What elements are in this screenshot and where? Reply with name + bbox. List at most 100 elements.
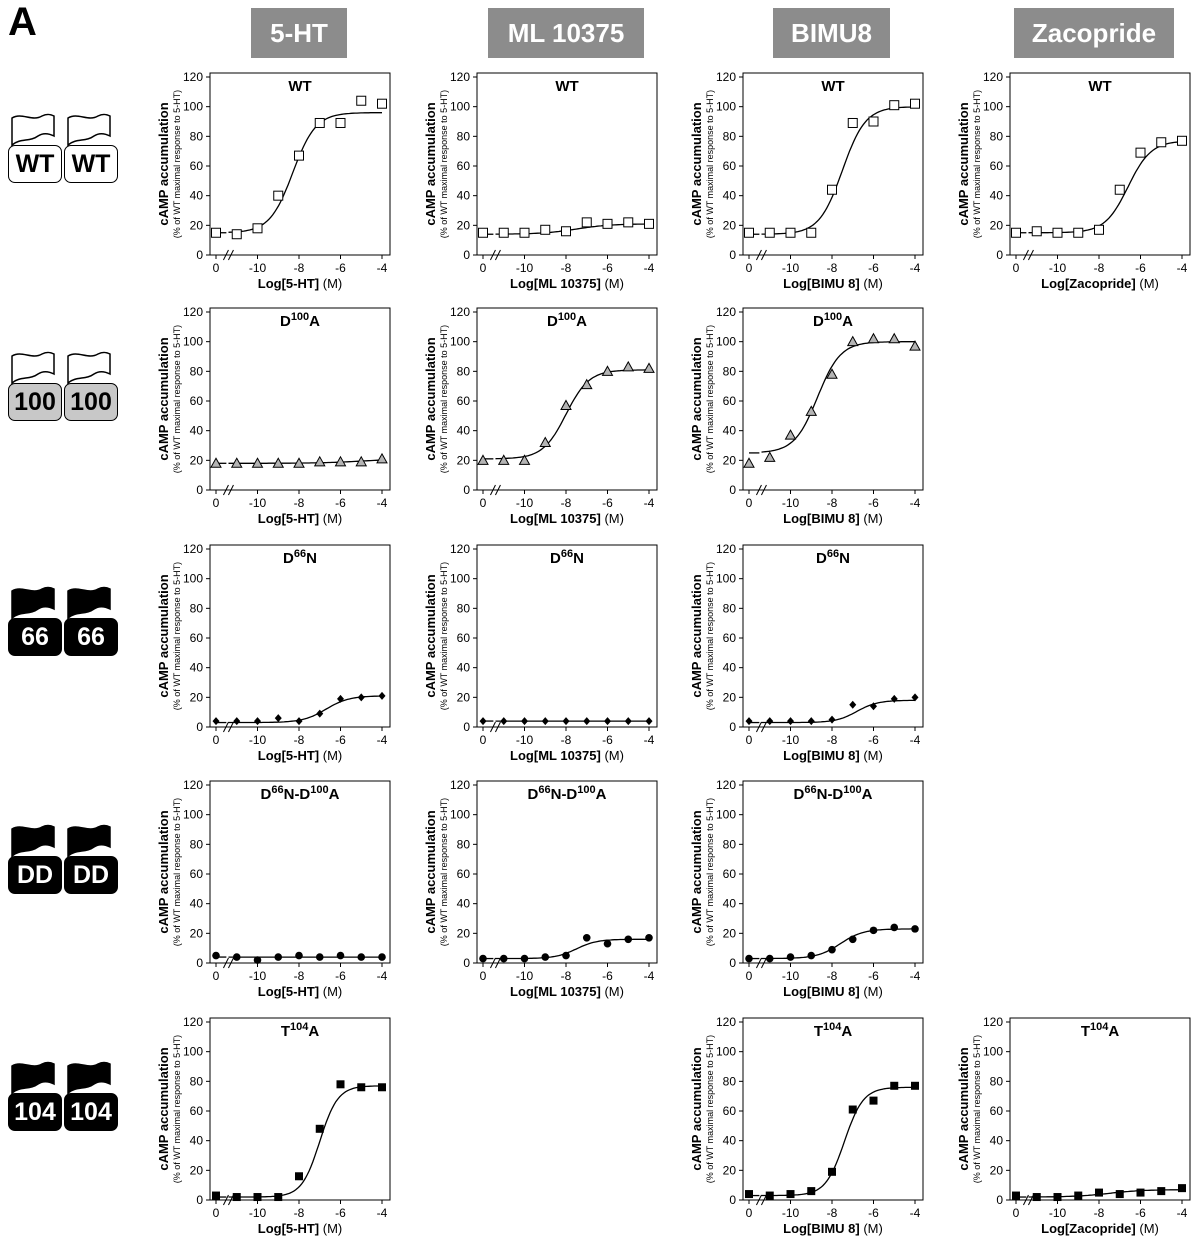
data-point <box>334 455 347 467</box>
axis-break-mark <box>490 249 501 261</box>
receptor-flag-icon <box>11 1061 55 1094</box>
x-tick-label: -8 <box>827 1206 838 1220</box>
data-point <box>890 694 898 703</box>
data-point <box>847 117 858 128</box>
y-axis-sublabel: (% of WT maximal response to 5-HT) <box>972 90 982 238</box>
receptor-flag-icon <box>67 351 111 384</box>
fitted-curve <box>228 695 382 724</box>
axis-break-mark <box>756 484 767 496</box>
y-tick-label: 60 <box>190 631 204 645</box>
y-axis-label: cAMP accumulation <box>689 337 704 460</box>
data-point <box>313 455 326 467</box>
y-axis-label: cAMP accumulation <box>689 574 704 697</box>
data-point <box>745 1190 753 1199</box>
y-tick-label: 60 <box>723 631 737 645</box>
chart-title-sup: 66 <box>804 784 816 796</box>
y-tick-label: 80 <box>457 601 471 615</box>
y-axis-sublabel: (% of WT maximal response to 5-HT) <box>172 1035 182 1183</box>
column-header-ml10375: ML 10375 <box>488 8 644 58</box>
chart-title-text: T <box>814 1023 823 1040</box>
y-tick-label: 120 <box>450 542 470 556</box>
y-tick-label: 0 <box>729 248 736 262</box>
x-tick-label: -10 <box>249 733 267 747</box>
y-tick-label: 0 <box>196 1193 203 1207</box>
x-tick-label: -6 <box>1135 1206 1146 1220</box>
data-point <box>232 953 241 961</box>
x-tick-label: -10 <box>782 969 800 983</box>
data-point <box>562 951 570 960</box>
axis-break-mark <box>223 721 234 733</box>
x-axis-label: Log[ML 10375] (M) <box>510 984 624 999</box>
dose-response-chart: 0 20 40 60 80 100 120 0 -10 -8 -6 -4 Log[BIMU 8] (M)… <box>689 542 924 763</box>
chart-title-rest: N-D <box>551 786 578 803</box>
data-point <box>745 954 753 963</box>
y-tick-label: 40 <box>457 189 471 203</box>
data-point <box>274 1193 283 1202</box>
receptor-label: 100 <box>64 383 118 421</box>
x-tick-label: -6 <box>868 1206 879 1220</box>
chart-title-text: T <box>1081 1023 1090 1040</box>
chart-title-sup: 66 <box>827 548 839 560</box>
y-tick-label: 100 <box>450 335 470 349</box>
y-tick-label: 100 <box>183 808 203 822</box>
data-point <box>846 335 859 347</box>
data-point <box>212 1191 220 1200</box>
chart-title: D66N-D100A <box>261 784 340 803</box>
y-axis-sublabel: (% of WT maximal response to 5-HT) <box>705 90 715 238</box>
y-tick-label: 40 <box>190 897 204 911</box>
chart-title-rest: A <box>862 786 873 803</box>
chart-title-text: D <box>261 786 272 803</box>
data-point <box>1114 184 1125 195</box>
chart-title-sup: 104 <box>290 1021 309 1033</box>
y-tick-label: 40 <box>457 897 471 911</box>
data-point <box>890 923 899 932</box>
dose-response-chart: 0 20 40 60 80 100 120 0 -10 -8 -6 -4 Log[ML 10375] (… <box>423 778 658 999</box>
y-tick-label: 120 <box>450 778 470 792</box>
y-axis-sublabel: (% of WT maximal response to 5-HT) <box>439 90 449 238</box>
y-tick-label: 100 <box>183 100 203 114</box>
fitted-curve <box>495 369 649 460</box>
data-point <box>520 954 529 963</box>
dose-response-chart: 0 20 40 60 80 100 120 0 -10 -8 -6 -4 Log[BIMU 8] (M)… <box>689 778 924 999</box>
y-tick-label: 60 <box>190 159 204 173</box>
data-point <box>744 227 754 238</box>
axis-break-mark <box>490 957 501 969</box>
data-point <box>1031 226 1042 237</box>
data-point <box>230 457 243 468</box>
data-point <box>560 399 572 410</box>
receptor-flag-icon <box>11 351 55 384</box>
plot-frame <box>742 780 924 964</box>
data-point <box>378 1083 386 1092</box>
dose-response-chart: 0 20 40 60 80 100 120 0 -10 -8 -6 -4 Log[ML 10375] (… <box>423 542 658 763</box>
data-point <box>583 717 591 726</box>
data-point <box>786 1190 795 1199</box>
x-tick-label: -4 <box>644 496 655 510</box>
plot-frame <box>742 544 924 728</box>
data-point <box>784 429 797 440</box>
data-point <box>376 452 388 464</box>
data-point <box>765 1191 774 1200</box>
data-point <box>210 457 222 468</box>
x-axis-label: Log[5-HT] (M) <box>258 748 342 763</box>
y-tick-label: 20 <box>990 218 1004 232</box>
receptor-icon-66: 66 66 <box>8 585 128 665</box>
y-tick-label: 0 <box>196 720 203 734</box>
chart-title: D66N <box>816 548 850 567</box>
y-tick-label: 80 <box>190 1074 204 1088</box>
data-point <box>356 95 367 106</box>
y-tick-label: 0 <box>996 248 1003 262</box>
chart-title: T104A <box>814 1021 853 1040</box>
y-axis-sublabel: (% of WT maximal response to 5-HT) <box>172 90 182 238</box>
data-point <box>1012 1191 1020 1200</box>
y-tick-label: 120 <box>983 70 1003 84</box>
x-tick-label: 0 <box>1013 1206 1020 1220</box>
x-tick-label: -10 <box>1049 261 1067 275</box>
column-header-zacopride: Zacopride <box>1014 8 1174 58</box>
y-tick-label: 60 <box>457 631 471 645</box>
data-point <box>1156 137 1167 148</box>
receptor-flag-icon <box>11 824 55 857</box>
chart-title: D66N-D100A <box>528 784 607 803</box>
x-tick-label: -10 <box>516 261 534 275</box>
y-tick-label: 120 <box>183 1015 203 1029</box>
chart-title-text: D <box>547 313 558 330</box>
